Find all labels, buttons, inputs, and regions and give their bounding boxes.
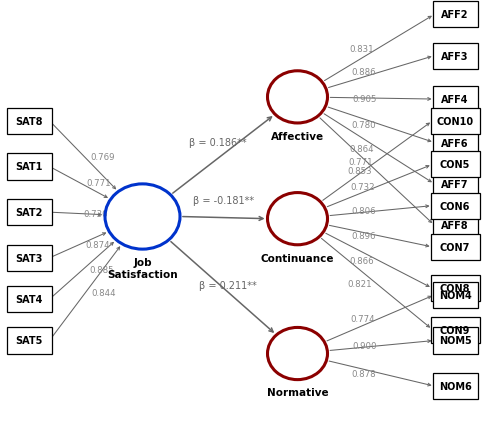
FancyBboxPatch shape xyxy=(432,213,478,239)
Text: β = -0.181**: β = -0.181** xyxy=(193,196,254,206)
Text: SAT5: SAT5 xyxy=(16,336,42,345)
Text: AFF2: AFF2 xyxy=(442,10,469,20)
Text: 0.771: 0.771 xyxy=(348,158,372,167)
Text: 0.844: 0.844 xyxy=(92,288,116,297)
FancyBboxPatch shape xyxy=(430,108,480,135)
FancyBboxPatch shape xyxy=(432,282,478,308)
Text: 0.806: 0.806 xyxy=(352,207,376,216)
Text: β = 0.186**: β = 0.186** xyxy=(189,138,246,148)
Text: Job
Satisfaction: Job Satisfaction xyxy=(107,257,178,279)
Text: SAT3: SAT3 xyxy=(16,253,42,263)
FancyBboxPatch shape xyxy=(6,328,52,354)
FancyBboxPatch shape xyxy=(432,87,478,113)
FancyBboxPatch shape xyxy=(430,317,480,343)
Text: Normative: Normative xyxy=(266,388,328,398)
FancyBboxPatch shape xyxy=(430,276,480,302)
Text: 0.886: 0.886 xyxy=(352,68,376,77)
FancyBboxPatch shape xyxy=(6,108,52,135)
Text: 0.771: 0.771 xyxy=(86,179,110,188)
Text: 0.905: 0.905 xyxy=(352,95,377,103)
Text: Affective: Affective xyxy=(271,132,324,141)
Text: NOM4: NOM4 xyxy=(438,290,472,300)
Text: NOM5: NOM5 xyxy=(438,336,472,345)
Text: CON7: CON7 xyxy=(440,243,470,252)
Text: CON6: CON6 xyxy=(440,201,470,211)
Text: 0.730: 0.730 xyxy=(84,210,108,218)
Text: 0.774: 0.774 xyxy=(351,314,376,323)
Text: β = 0.211**: β = 0.211** xyxy=(199,280,256,290)
Text: 0.874: 0.874 xyxy=(86,240,110,250)
Text: CON5: CON5 xyxy=(440,160,470,170)
FancyBboxPatch shape xyxy=(6,200,52,226)
Text: CON10: CON10 xyxy=(436,117,474,126)
Text: 0.831: 0.831 xyxy=(350,45,374,53)
Text: AFF7: AFF7 xyxy=(442,180,469,189)
Text: SAT8: SAT8 xyxy=(15,117,43,126)
FancyBboxPatch shape xyxy=(432,2,478,28)
Text: AFF3: AFF3 xyxy=(442,52,469,61)
Text: 0.885: 0.885 xyxy=(89,265,114,274)
FancyBboxPatch shape xyxy=(430,152,480,178)
FancyBboxPatch shape xyxy=(6,286,52,312)
Text: 0.821: 0.821 xyxy=(348,279,372,288)
Text: 0.769: 0.769 xyxy=(90,152,114,161)
Text: 0.896: 0.896 xyxy=(351,232,376,241)
FancyBboxPatch shape xyxy=(432,43,478,69)
FancyBboxPatch shape xyxy=(432,130,478,156)
Text: AFF6: AFF6 xyxy=(442,138,469,148)
Text: 0.864: 0.864 xyxy=(350,144,374,153)
FancyBboxPatch shape xyxy=(430,234,480,260)
Text: SAT2: SAT2 xyxy=(16,208,42,217)
Text: 0.878: 0.878 xyxy=(352,369,376,378)
Text: NOM6: NOM6 xyxy=(438,381,472,391)
Text: 0.780: 0.780 xyxy=(352,121,376,130)
FancyBboxPatch shape xyxy=(432,171,478,197)
FancyBboxPatch shape xyxy=(432,328,478,354)
FancyBboxPatch shape xyxy=(6,245,52,271)
FancyBboxPatch shape xyxy=(430,193,480,219)
FancyBboxPatch shape xyxy=(432,373,478,399)
Text: 0.900: 0.900 xyxy=(352,341,377,350)
Text: CON8: CON8 xyxy=(440,284,470,293)
Text: AFF8: AFF8 xyxy=(441,221,469,230)
FancyBboxPatch shape xyxy=(6,154,52,180)
Text: 0.732: 0.732 xyxy=(350,182,374,191)
Text: 0.853: 0.853 xyxy=(348,167,372,176)
Text: 0.866: 0.866 xyxy=(350,256,374,265)
Text: CON9: CON9 xyxy=(440,325,470,335)
Text: SAT4: SAT4 xyxy=(16,295,42,304)
Text: Continuance: Continuance xyxy=(261,253,334,263)
Text: AFF4: AFF4 xyxy=(442,95,469,105)
Text: SAT1: SAT1 xyxy=(16,162,42,172)
